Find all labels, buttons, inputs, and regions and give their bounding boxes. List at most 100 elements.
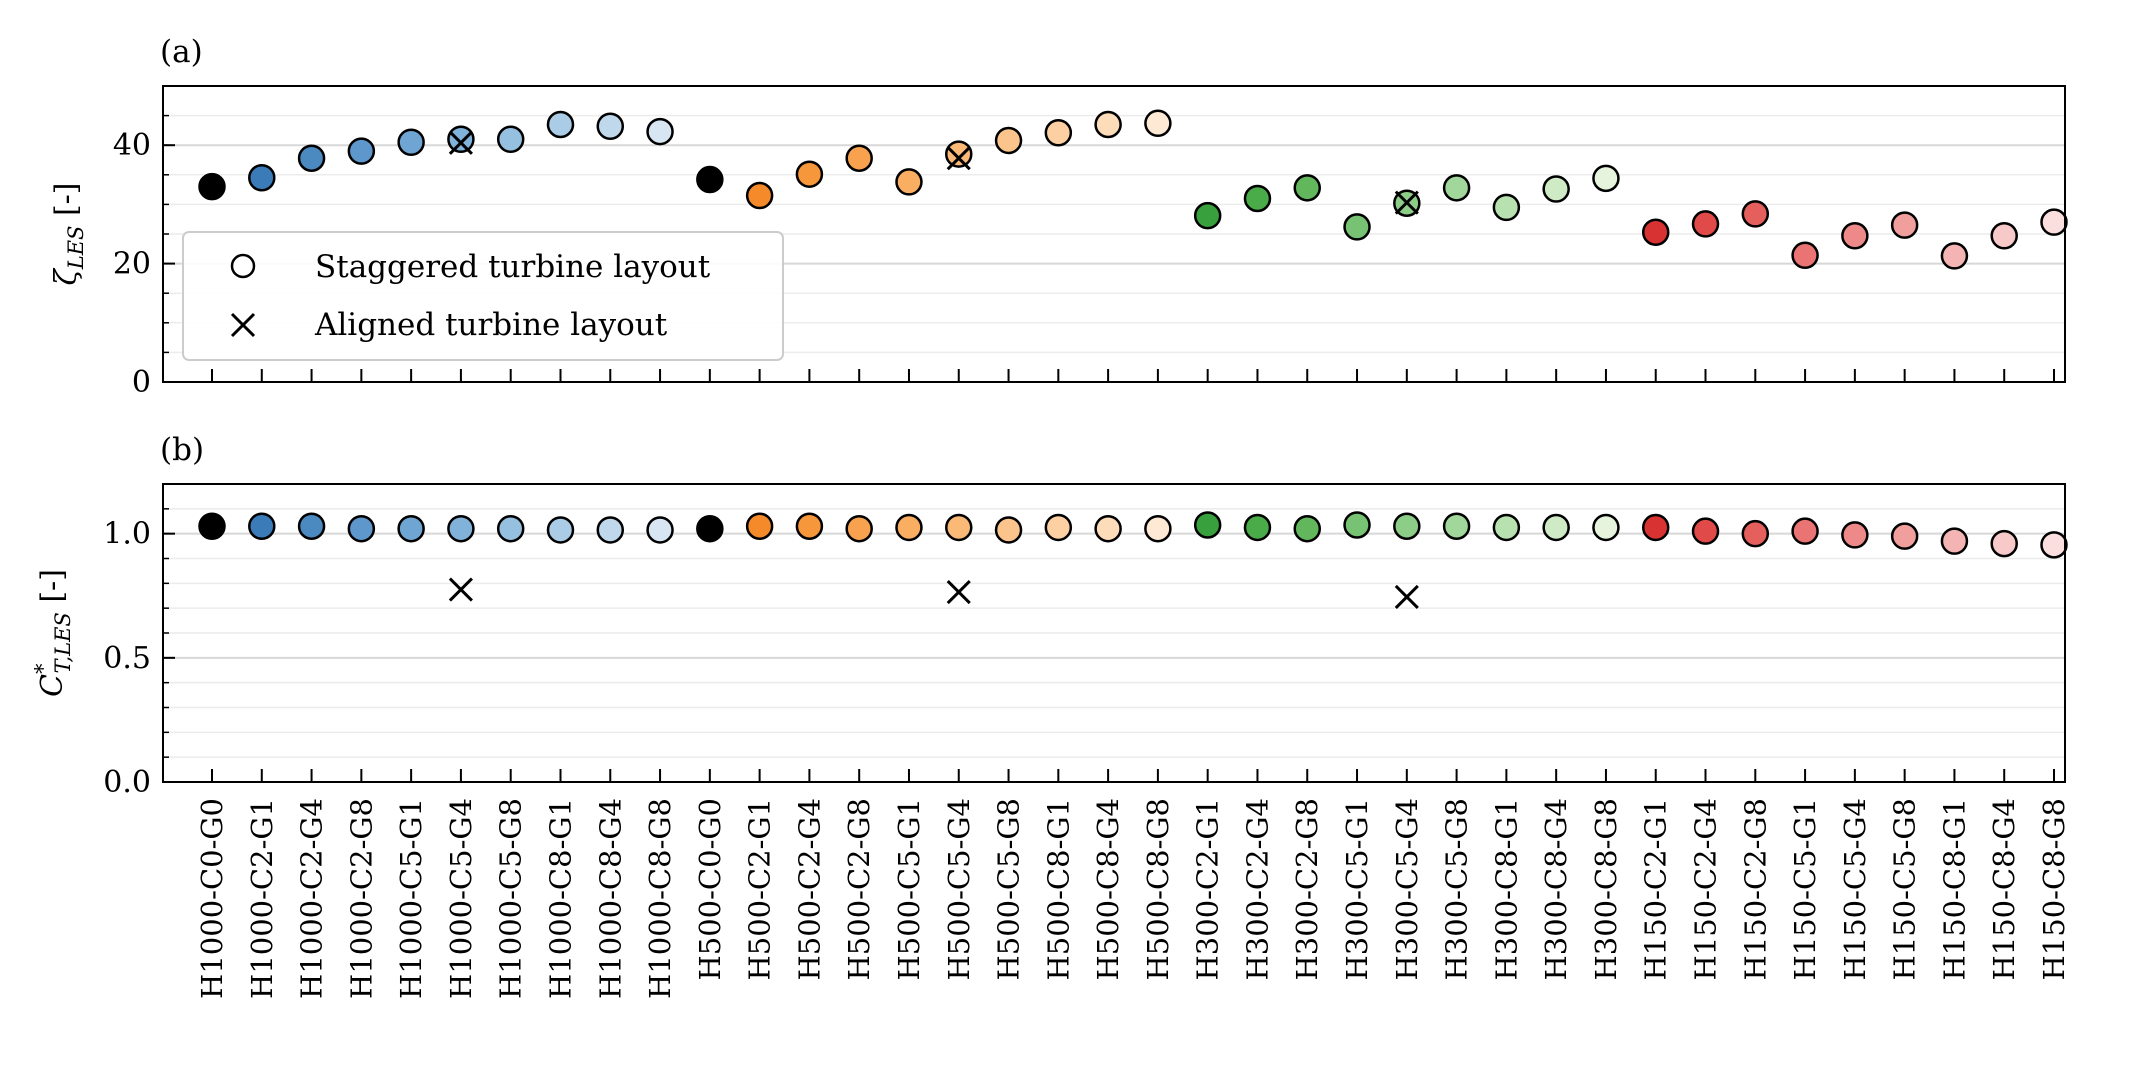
x-tick-label: H1000-C8-G8	[643, 798, 677, 999]
x-tick-label: H150-C2-G4	[1689, 798, 1723, 981]
staggered-point	[945, 513, 973, 542]
staggered-point	[1890, 522, 1919, 550]
staggered-point	[1691, 517, 1720, 545]
staggered-point	[1044, 119, 1073, 147]
staggered-point	[1741, 200, 1770, 228]
staggered-point	[347, 137, 376, 165]
staggered-point	[895, 513, 923, 542]
legend-circle-marker	[230, 253, 256, 279]
staggered-point	[1641, 218, 1670, 246]
panel-b-label: (b)	[160, 432, 204, 468]
x-tick-label: H150-C5-G8	[1888, 798, 1922, 981]
x-tick-label: H150-C8-G4	[1987, 798, 2021, 981]
x-tick-label: H1000-C5-G8	[494, 798, 528, 999]
staggered-point	[895, 168, 923, 196]
aligned-point	[946, 146, 971, 171]
x-tick-label: H300-C2-G1	[1191, 798, 1225, 981]
y-tick-label: 0	[132, 365, 151, 400]
staggered-point	[496, 125, 525, 154]
x-tick-label: H150-C8-G1	[1937, 798, 1971, 981]
legend-frame	[182, 231, 784, 361]
staggered-point	[1193, 511, 1222, 539]
y-tick-label: 40	[113, 128, 151, 163]
staggered-point	[1791, 241, 1819, 270]
x-tick-label: H1000-C2-G1	[245, 798, 279, 999]
staggered-point	[1841, 222, 1869, 250]
x-tick-label: H300-C2-G8	[1290, 798, 1324, 981]
x-tick-label: H150-C8-G8	[2037, 798, 2071, 981]
y-tick-label: 0.5	[103, 641, 151, 676]
x-tick-label: H500-C5-G8	[992, 798, 1026, 981]
panel-a-ylabel: ζLES [-]	[49, 182, 88, 285]
x-tick-label: H300-C8-G4	[1539, 798, 1573, 981]
x-tick-label: H500-C0-G0	[693, 798, 727, 981]
legend-aligned-label: Aligned turbine layout	[314, 307, 668, 343]
aligned-point-stroke	[448, 577, 473, 602]
staggered-point	[397, 128, 425, 156]
x-tick-label: H500-C2-G8	[842, 798, 876, 981]
staggered-point	[1442, 174, 1471, 202]
x-tick-label: H500-C8-G4	[1091, 798, 1125, 981]
staggered-point	[1343, 213, 1371, 241]
x-tick-label: H500-C2-G4	[792, 798, 826, 981]
panel-b-axes-frame	[162, 483, 2066, 783]
staggered-point	[1691, 210, 1720, 238]
staggered-point	[1592, 164, 1620, 193]
staggered-point	[994, 126, 1023, 155]
legend-x-marker	[230, 312, 256, 338]
staggered-point	[745, 181, 774, 210]
x-tick-label: H1000-C8-G1	[543, 798, 577, 999]
staggered-point	[1492, 193, 1521, 222]
y-tick-label: 0.0	[103, 765, 151, 800]
staggered-point	[1741, 519, 1770, 548]
staggered-point	[1791, 517, 1819, 545]
aligned-point-stroke	[1394, 584, 1419, 610]
staggered-point	[1094, 110, 1122, 139]
staggered-point	[2040, 531, 2068, 559]
x-tick-label: H1000-C8-G4	[593, 798, 627, 999]
staggered-point	[745, 512, 774, 540]
x-tick-label: H500-C8-G1	[1041, 798, 1075, 981]
panel-a-marks	[198, 109, 2068, 270]
staggered-point	[447, 514, 475, 543]
staggered-point	[1542, 175, 1570, 203]
staggered-point	[1293, 514, 1321, 543]
staggered-point	[596, 112, 625, 141]
x-tick-label: H1000-C2-G4	[295, 798, 329, 999]
staggered-point	[248, 164, 276, 192]
aligned-point-stroke	[946, 579, 971, 605]
staggered-point	[646, 516, 674, 544]
x-tick-label: H1000-C2-G8	[344, 798, 378, 999]
x-tick-label: H300-C5-G4	[1390, 798, 1424, 981]
x-tick-label: H150-C5-G1	[1788, 798, 1822, 981]
staggered-point	[1940, 527, 1969, 555]
aligned-point	[448, 130, 473, 155]
staggered-point	[1193, 201, 1222, 230]
x-tick-label: H150-C5-G4	[1838, 798, 1872, 981]
staggered-point	[546, 110, 575, 139]
staggered-point	[1343, 511, 1371, 539]
x-tick-label: H1000-C5-G4	[444, 798, 478, 999]
staggered-point	[696, 514, 724, 543]
staggered-point	[1641, 513, 1670, 542]
panel-a: (a) 0 20 40 ζLES [-] Staggered turbine lay…	[49, 34, 2068, 400]
staggered-point	[447, 125, 475, 154]
x-tick-label: H300-C5-G1	[1340, 798, 1374, 981]
staggered-point	[795, 160, 824, 188]
panel-b-marks	[198, 511, 2068, 610]
panel-b-ticks: 0.0 0.5 1.0	[103, 508, 2055, 800]
x-tick-label: H300-C2-G4	[1240, 798, 1274, 981]
aligned-point	[448, 577, 473, 602]
aligned-point	[1394, 584, 1419, 610]
x-tick-label: H150-C2-G1	[1639, 798, 1673, 981]
aligned-point-stroke	[1394, 190, 1419, 215]
staggered-point	[696, 165, 724, 194]
legend: Staggered turbine layout Aligned turbine…	[182, 231, 784, 361]
y-tick-label: 1.0	[103, 517, 151, 552]
x-tick-label: H1000-C5-G1	[394, 798, 428, 999]
staggered-point	[1990, 222, 2018, 250]
legend-staggered-label: Staggered turbine layout	[315, 249, 711, 285]
staggered-point	[198, 172, 226, 201]
staggered-point	[546, 516, 575, 544]
